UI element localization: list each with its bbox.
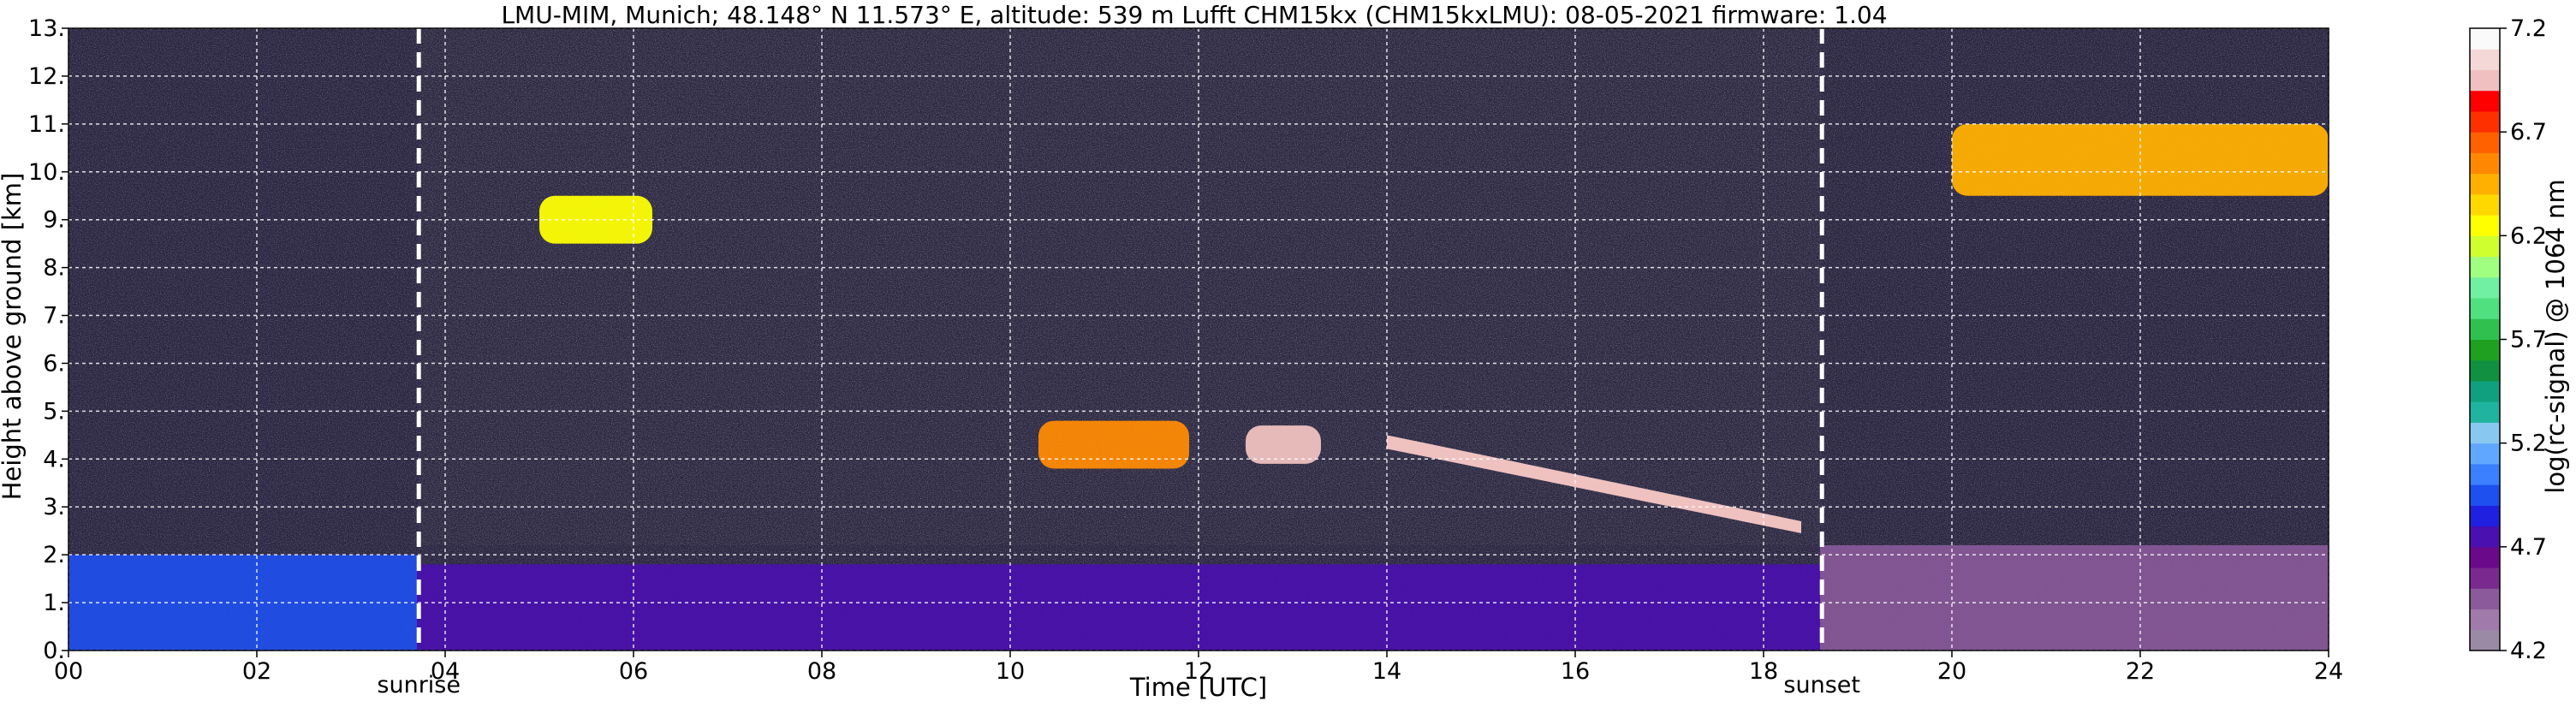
colorbar-tick-label: 5.7 [2510, 327, 2547, 354]
x-tick-label: 12 [1184, 658, 1213, 685]
x-tick-label: 18 [1749, 658, 1778, 685]
x-tick-label: 24 [2314, 658, 2343, 685]
colorbar-segment [2470, 401, 2500, 423]
x-tick-label: 14 [1372, 658, 1401, 685]
y-tick-label: 9. [43, 207, 65, 234]
x-tick-label: 10 [996, 658, 1025, 685]
colorbar-segment [2470, 276, 2500, 299]
colorbar-segment [2470, 69, 2500, 92]
colorbar-segment [2470, 318, 2500, 340]
colorbar-segment [2470, 339, 2500, 361]
daytime-noise [419, 28, 1823, 545]
feature-mixing-layer-day [417, 564, 1820, 651]
y-tick-label: 1. [43, 590, 65, 616]
colorbar-segment [2470, 215, 2500, 236]
chart-title: LMU-MIM, Munich; 48.148° N 11.573° E, al… [501, 1, 1887, 29]
colorbar-segment [2470, 443, 2500, 465]
y-tick-label: 6. [43, 350, 65, 377]
y-tick-label: 4. [43, 446, 65, 472]
y-tick-label: 12. [28, 63, 65, 90]
colorbar-tick-label: 6.2 [2510, 223, 2547, 249]
grid [68, 27, 2329, 651]
colorbar-tick-label: 7.2 [2510, 15, 2547, 42]
colorbar-label: log(rc-signal) @ 1064 nm [2541, 179, 2570, 493]
colorbar-segment [2470, 256, 2500, 278]
x-axis-label: Time [UTC] [1129, 673, 1267, 702]
y-tick-label: 11. [28, 111, 65, 138]
colorbar-segment [2470, 567, 2500, 589]
x-tick-label: 06 [619, 658, 648, 685]
sunrise-label: sunrise [377, 672, 461, 698]
x-tick-label: 00 [54, 658, 83, 685]
x-tick-label: 04 [431, 658, 460, 685]
colorbar-segment [2470, 505, 2500, 527]
colorbar-segment [2470, 422, 2500, 444]
feature-aerosol-layer-sunset [1820, 544, 2329, 651]
colorbar-segment [2470, 609, 2500, 631]
colorbar-segment [2470, 193, 2500, 216]
colorbar-segment [2470, 152, 2500, 175]
y-tick-label: 10. [28, 159, 65, 186]
y-tick-label: 2. [43, 542, 65, 568]
y-tick-label: 8. [43, 255, 65, 282]
colorbar-segment [2470, 484, 2500, 506]
sunset-label: sunset [1783, 672, 1860, 698]
colorbar-tick-label: 4.2 [2510, 638, 2547, 664]
y-tick-label: 3. [43, 494, 65, 520]
x-tick-label: 08 [807, 658, 836, 685]
x-tick-label: 02 [242, 658, 271, 685]
colorbar-segment [2470, 235, 2500, 258]
colorbar: 4.2 4.7 5.2 5.7 6.2 6.7 7.2 [2469, 15, 2547, 664]
y-tick-label: 7. [43, 303, 65, 330]
x-axis: 00 02 04 06 08 10 12 14 16 18 20 22 24 [54, 651, 2343, 685]
colorbar-segment [2470, 173, 2500, 195]
colorbar-segment [2470, 28, 2500, 50]
colorbar-segment [2470, 90, 2500, 112]
colorbar-segment [2470, 380, 2500, 402]
colorbar-segment [2470, 132, 2500, 153]
colorbar-segment [2470, 629, 2500, 651]
colorbar-segment [2470, 546, 2500, 568]
x-tick-label: 20 [1937, 658, 1966, 685]
colorbar-segment [2470, 526, 2500, 548]
y-tick-label: 5. [43, 398, 65, 425]
colorbar-tick-label: 4.7 [2510, 534, 2547, 561]
colorbar-segment [2470, 49, 2500, 70]
colorbar-tick-label: 5.2 [2510, 431, 2547, 457]
y-axis-label: Height above ground [km] [0, 173, 27, 501]
colorbar-segment [2470, 298, 2500, 319]
x-tick-label: 16 [1561, 658, 1590, 685]
y-tick-label: 0. [43, 638, 65, 664]
colorbar-segment [2470, 359, 2500, 382]
colorbar-segment [2470, 463, 2500, 485]
colorbar-tick-label: 6.7 [2510, 119, 2547, 146]
x-tick-label: 22 [2126, 658, 2155, 685]
colorbar-segment [2470, 110, 2500, 133]
colorbar-segment [2470, 588, 2500, 610]
y-axis: 0. 1. 2. 3. 4. 5. 6. 7. 8. 9. 10. 11. 12. 13. [28, 15, 68, 664]
y-tick-label: 13. [28, 15, 65, 42]
